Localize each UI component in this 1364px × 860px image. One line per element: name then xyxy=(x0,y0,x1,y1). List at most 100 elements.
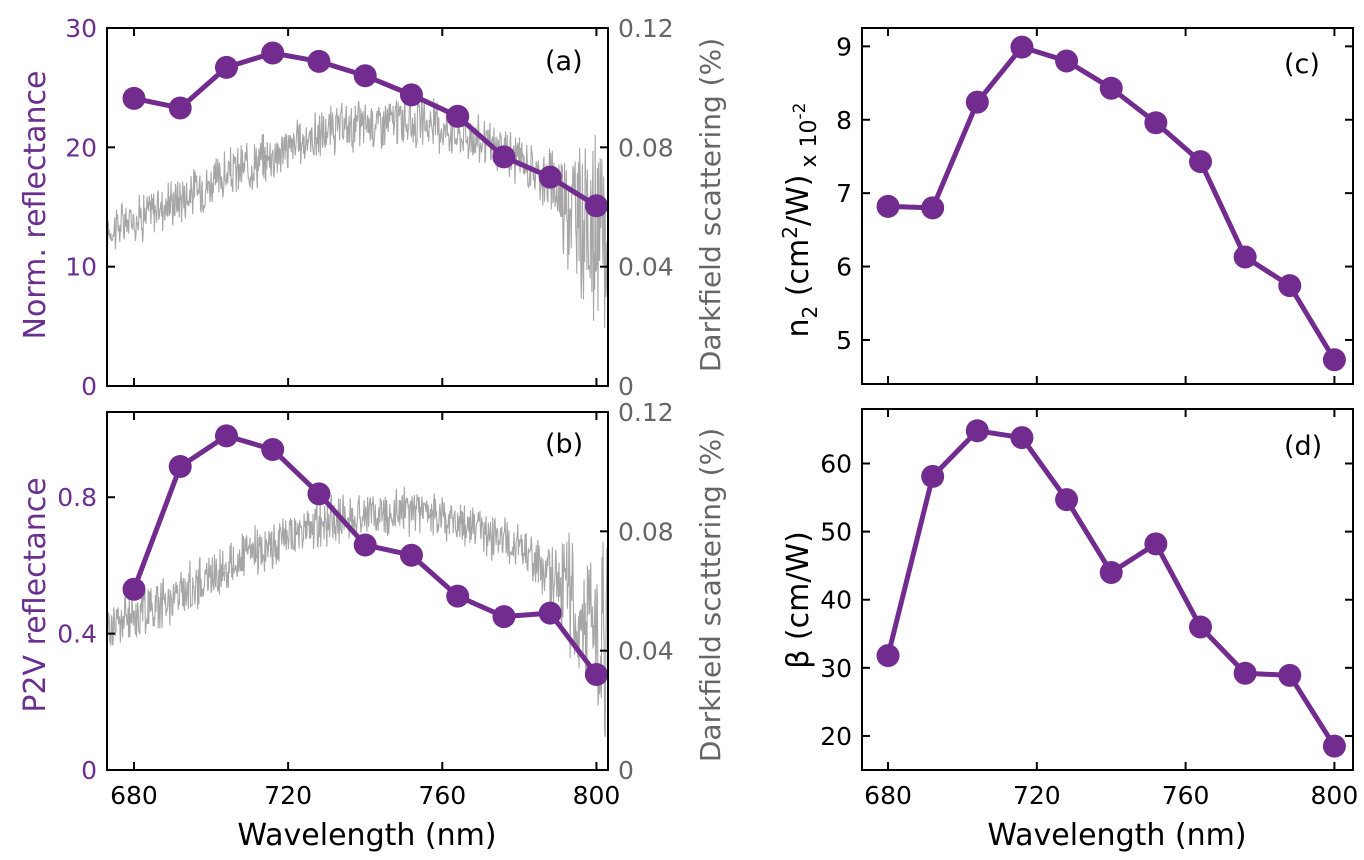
panel-d-ylabel: β (cm/W) xyxy=(781,531,816,669)
panel-a-ylabel: Norm. reflectance xyxy=(18,71,53,340)
y-tick-label: 5 xyxy=(836,326,852,355)
n2-point xyxy=(1055,49,1079,73)
y-tick-label: 0.4 xyxy=(57,620,97,649)
beta-point xyxy=(1055,488,1079,512)
x-tick-label: 800 xyxy=(1311,781,1359,810)
beta-point xyxy=(1322,734,1346,758)
panel-b-ylabel: P2V reflectance xyxy=(18,477,53,712)
y-tick-label: 7 xyxy=(836,179,852,208)
reflectance-point xyxy=(399,543,423,567)
reflectance-point xyxy=(399,83,423,107)
reflectance-point xyxy=(446,584,470,608)
reflectance-point xyxy=(307,49,331,73)
beta-line xyxy=(885,428,1337,748)
n2-point xyxy=(1099,76,1123,100)
reflectance-point xyxy=(168,455,192,479)
y-tick-label: 9 xyxy=(836,32,852,61)
y2-tick-label: 0.12 xyxy=(618,398,674,427)
y-tick-label: 6 xyxy=(836,253,852,282)
panel-c-ylabel-n: n xyxy=(781,318,816,337)
y2-tick-label: 0.04 xyxy=(618,637,674,666)
y-tick-label: 8 xyxy=(836,106,852,135)
reflectance-point xyxy=(353,533,377,557)
panel-c-label: (c) xyxy=(1284,49,1320,80)
y-tick-label: 0 xyxy=(81,756,97,785)
axes-box xyxy=(861,408,1354,771)
panel-a-label: (a) xyxy=(545,46,583,77)
beta-point xyxy=(1144,532,1168,556)
beta-point xyxy=(1010,426,1034,450)
beta-point xyxy=(1099,560,1123,584)
y-tick-label: 30 xyxy=(820,654,852,683)
panel-b-xlabel: Wavelength (nm) xyxy=(237,818,496,853)
panel-a: Norm. reflectance Darkfield scattering (… xyxy=(18,14,727,401)
darkfield-trace xyxy=(106,93,609,329)
panel-c-ylabel-scale-exp: -2 xyxy=(790,103,810,120)
reflectance-point xyxy=(307,482,331,506)
y2-tick-label: 0.08 xyxy=(618,517,674,546)
reflectance-point xyxy=(122,86,146,110)
panel-c: n2 (cm2/W) x 10-2 5 6 7 8 9 (c) xyxy=(778,27,1354,385)
n2-point xyxy=(921,196,945,220)
panel-c-ylabel-end: /W) xyxy=(781,175,816,226)
darkfield-trace xyxy=(106,486,609,737)
axes-box xyxy=(106,411,609,771)
x-tick-label: 760 xyxy=(1162,781,1210,810)
reflectance-point xyxy=(584,194,608,218)
x-tick-label: 680 xyxy=(110,781,158,810)
y-tick-label: 60 xyxy=(820,449,852,478)
panel-a-y2label: Darkfield scattering (%) xyxy=(694,38,727,372)
n2-point xyxy=(876,194,900,218)
y-tick-label: 0 xyxy=(81,372,97,401)
n2-point xyxy=(965,90,989,114)
beta-point xyxy=(876,644,900,668)
n2-point xyxy=(1278,274,1302,298)
y-tick-label: 40 xyxy=(820,586,852,615)
reflectance-point xyxy=(538,165,562,189)
panel-d: β (cm/W) Wavelength (nm) 680 720 760 800 20 3… xyxy=(781,408,1359,853)
x-tick-label: 800 xyxy=(573,781,621,810)
axes-box xyxy=(106,27,609,387)
reflectance-point xyxy=(168,96,192,120)
y-tick-label: 0.8 xyxy=(57,483,97,512)
panel-b-label: (b) xyxy=(545,429,583,460)
y-tick-label: 30 xyxy=(65,14,97,43)
panel-c-ylabel: n2 (cm2/W) x 10-2 xyxy=(778,103,822,338)
reflectance-point xyxy=(122,577,146,601)
n2-point xyxy=(1322,348,1346,372)
reflectance-point xyxy=(538,601,562,625)
y-tick-label: 50 xyxy=(820,518,852,547)
y2-tick-label: 0.08 xyxy=(618,133,674,162)
beta-point xyxy=(1278,663,1302,687)
reflectance-point xyxy=(261,41,285,65)
y-tick-label: 20 xyxy=(820,722,852,751)
beta-point xyxy=(965,419,989,443)
n2-point xyxy=(1010,35,1034,59)
n2-point xyxy=(1144,111,1168,135)
beta-point xyxy=(1233,661,1257,685)
reflectance-point xyxy=(492,145,516,169)
reflectance-point xyxy=(353,64,377,88)
reflectance-point xyxy=(584,663,608,687)
panel-c-ylabel-sup: 2 xyxy=(778,226,802,239)
panel-c-ylabel-sub: 2 xyxy=(798,306,822,319)
n2-point xyxy=(1233,245,1257,269)
x-tick-label: 760 xyxy=(418,781,466,810)
n2-point xyxy=(1188,150,1212,174)
x-tick-label: 720 xyxy=(1013,781,1061,810)
beta-point xyxy=(921,464,945,488)
y2-tick-label: 0.04 xyxy=(618,253,674,282)
x-tick-label: 720 xyxy=(264,781,312,810)
axes-box xyxy=(861,27,1354,385)
reflectance-point xyxy=(214,424,238,448)
beta-point xyxy=(1188,615,1212,639)
reflectance-point xyxy=(492,605,516,629)
reflectance-point xyxy=(261,438,285,462)
reflectance-point xyxy=(214,55,238,79)
panel-c-ylabel-scale: x 10 xyxy=(797,120,822,168)
panel-d-label: (d) xyxy=(1284,431,1322,462)
y2-tick-label: 0 xyxy=(618,756,634,785)
panel-b: P2V reflectance Darkfield scattering (%)… xyxy=(18,398,727,853)
panel-b-y2label: Darkfield scattering (%) xyxy=(694,428,727,762)
